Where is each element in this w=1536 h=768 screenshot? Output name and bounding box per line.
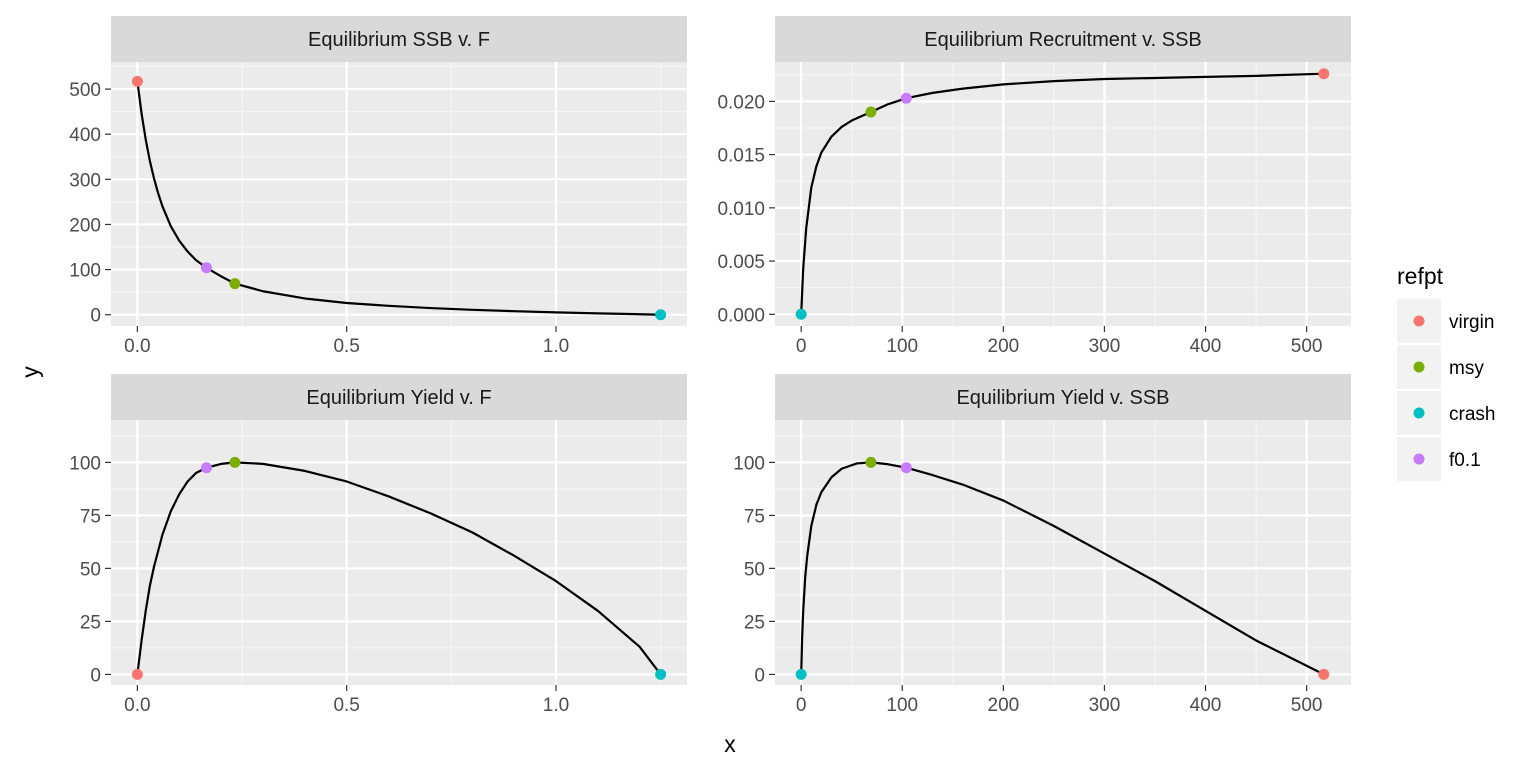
y-tick-label: 300 [69,170,101,191]
y-tick-label: 0.010 [717,199,765,220]
facet-title: Equilibrium Yield v. F [306,387,491,409]
x-axis-title: x [724,731,736,757]
x-tick-label: 0 [796,695,807,716]
panel-3: Equilibrium Yield v. F 0.0 0.5 1.0 0 25 50 75 10… [69,374,687,716]
y-tick-label: 200 [69,215,101,236]
x-tick-label: 100 [886,695,918,716]
x-tick-label: 0 [796,336,807,357]
refpt-point-crash [795,668,807,680]
legend-label: msy [1449,358,1484,379]
x-tick-label: 300 [1089,336,1121,357]
x-tick-label: 500 [1291,695,1323,716]
y-tick-label: 100 [69,261,101,282]
refpt-point-virgin [131,75,143,87]
facet-strip [111,16,687,62]
y-tick-label: 0 [90,306,101,327]
facet-strip [775,16,1351,62]
x-tick-label: 500 [1291,336,1323,357]
y-tick-label: 0 [754,665,765,686]
refpt-point-crash [655,668,667,680]
legend-key-point [1413,315,1425,327]
y-tick-label: 50 [744,559,765,580]
y-tick-label: 400 [69,125,101,146]
refpt-point-virgin [1318,668,1330,680]
y-tick-label: 100 [69,453,101,474]
y-tick-label: 50 [80,559,101,580]
plot-panel [111,420,687,685]
equilibrium-curve [136,81,661,316]
y-tick-label: 75 [80,506,101,527]
y-tick-label: 500 [69,80,101,101]
x-tick-label: 0.5 [333,336,359,357]
refpt-point-msy [229,278,241,290]
legend: refpt virgin msy crash f0.1 [1397,263,1495,481]
legend-key-point [1413,407,1425,419]
legend-label: f0.1 [1449,450,1481,471]
legend-label: crash [1449,404,1495,425]
equilibrium-curve [800,72,1324,315]
facet-strip [111,374,687,420]
y-tick-label: 100 [733,453,765,474]
refpt-point-msy [229,456,241,468]
x-tick-label: 300 [1089,695,1121,716]
x-tick-label: 400 [1190,695,1222,716]
panel-2: Equilibrium Recruitment v. SSB 0 100 200 300… [717,16,1351,357]
facet-strip [775,374,1351,420]
y-tick-label: 25 [80,612,101,633]
y-tick-label: 25 [744,612,765,633]
facet-title: Equilibrium Recruitment v. SSB [924,29,1202,51]
legend-title: refpt [1397,263,1444,289]
refpt-point-f01 [900,462,912,474]
y-tick-label: 0 [90,665,101,686]
x-tick-label: 400 [1190,336,1222,357]
x-tick-label: 100 [886,336,918,357]
panels: Equilibrium SSB v. F 0.0 0.5 1.0 0 100 200 300 4… [69,16,1351,716]
panel-1: Equilibrium SSB v. F 0.0 0.5 1.0 0 100 200 300 4… [69,16,687,357]
y-axis-title: y [17,366,43,378]
refpt-point-virgin [1318,68,1330,80]
refpt-point-f01 [900,92,912,104]
refpt-point-msy [865,106,877,118]
y-tick-label: 0.020 [717,92,765,113]
x-tick-label: 200 [988,695,1020,716]
refpt-point-crash [655,309,667,321]
x-tick-label: 1.0 [543,336,569,357]
y-tick-label: 0.005 [717,252,765,273]
refpt-point-crash [795,308,807,320]
facet-title: Equilibrium Yield v. SSB [956,387,1169,409]
x-tick-label: 200 [988,336,1020,357]
legend-label: virgin [1449,312,1494,333]
x-tick-label: 1.0 [543,695,569,716]
refpt-point-virgin [131,668,143,680]
facet-title: Equilibrium SSB v. F [308,29,490,51]
legend-key-point [1413,453,1425,465]
plot-panel [775,62,1351,326]
equilibrium-curve [136,461,662,676]
plot-panel [111,62,687,326]
refpt-point-f01 [200,262,212,274]
y-tick-label: 0.015 [717,146,765,167]
x-tick-label: 0.0 [124,336,150,357]
x-tick-label: 0.5 [333,695,359,716]
refpt-point-msy [865,456,877,468]
refpt-point-f01 [200,462,212,474]
legend-key-point [1413,361,1425,373]
y-tick-label: 0.000 [717,305,765,326]
y-tick-label: 75 [744,506,765,527]
x-tick-label: 0.0 [124,695,150,716]
